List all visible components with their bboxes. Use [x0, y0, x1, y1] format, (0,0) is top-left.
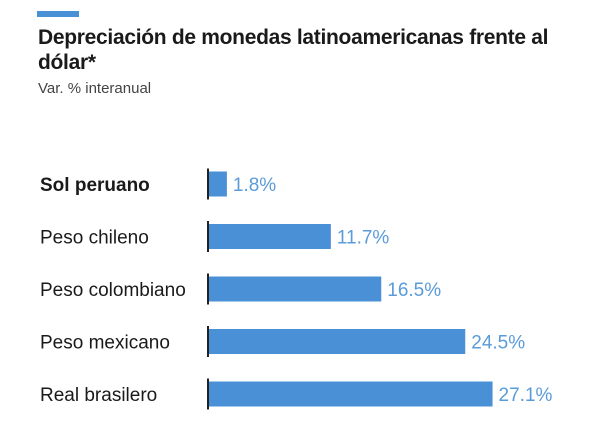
category-label-sol-peruano: Sol peruano: [40, 175, 150, 196]
category-label-peso-colombiano: Peso colombiano: [40, 280, 186, 301]
value-label-peso-mexicano: 24.5%: [471, 333, 525, 354]
bar-sol-peruano: [208, 171, 227, 197]
chart-subtitle: Var. % interanual: [38, 80, 152, 97]
bar-peso-colombiano: [208, 276, 382, 302]
value-label-peso-chileno: 11.7%: [337, 228, 390, 249]
bar-real-brasilero: [208, 381, 493, 407]
bar-peso-chileno: [208, 224, 331, 249]
category-label-real-brasilero: Real brasilero: [40, 385, 157, 406]
accent-bar: [37, 11, 79, 17]
value-label-sol-peruano: 1.8%: [233, 175, 276, 196]
category-label-peso-mexicano: Peso mexicano: [40, 333, 170, 354]
value-label-real-brasilero: 27.1%: [499, 385, 553, 406]
chart-title: Depreciación de monedas latinoamericanas…: [38, 26, 549, 74]
category-label-peso-chileno: Peso chileno: [40, 228, 149, 249]
value-label-peso-colombiano: 16.5%: [387, 280, 441, 301]
bar-peso-mexicano: [208, 329, 466, 354]
